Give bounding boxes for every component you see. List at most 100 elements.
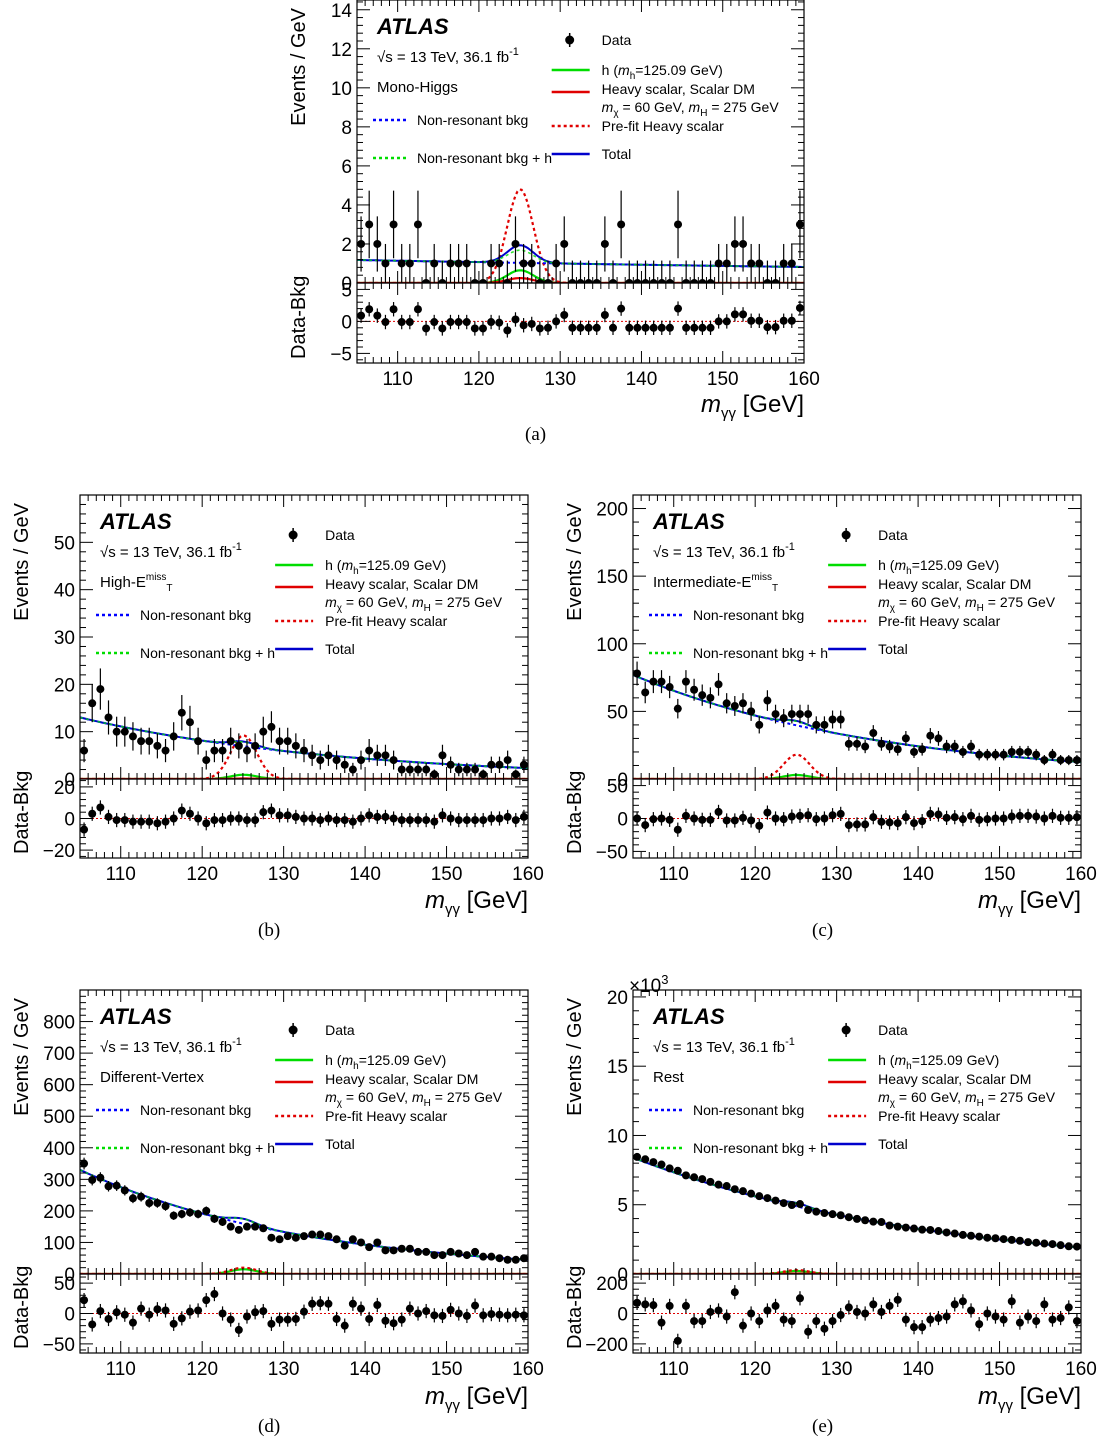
legend: Non-resonant bkg Non-resonant bkg + h Data… xyxy=(649,527,1056,661)
y-tick-label: 20 xyxy=(607,988,628,1009)
y-tick-label: 200 xyxy=(596,500,628,521)
ratio-point xyxy=(779,316,788,325)
x-tick-label: 160 xyxy=(512,864,544,885)
ratio-point xyxy=(259,1307,268,1316)
legend-h-label: h (mh=125.09 GeV) xyxy=(602,62,723,82)
ratio-point xyxy=(128,817,137,826)
energy-lumi-label: √s = 13 TeV, 36.1 fb-1 xyxy=(653,541,795,561)
data-point xyxy=(479,1252,488,1261)
ratio-point xyxy=(430,1311,439,1320)
data-point xyxy=(1056,756,1065,765)
ratio-point xyxy=(487,318,496,327)
data-point xyxy=(112,727,121,736)
data-point xyxy=(462,259,471,268)
main-frame xyxy=(79,989,529,1275)
ratio-point xyxy=(1048,1315,1057,1324)
data-point xyxy=(1072,756,1081,765)
ratio-point xyxy=(365,1314,374,1323)
ratio-point xyxy=(967,1306,976,1315)
data-point xyxy=(80,1159,89,1168)
data-point xyxy=(128,732,137,741)
data-point xyxy=(690,685,699,694)
data-point xyxy=(357,756,366,765)
ratio-point xyxy=(543,323,552,332)
y-tick-label: 100 xyxy=(596,635,628,656)
ratio-point xyxy=(649,323,658,332)
data-point xyxy=(446,259,455,268)
data-point xyxy=(763,279,772,283)
data-point xyxy=(592,279,601,283)
ratio-point xyxy=(755,1317,764,1326)
data-point xyxy=(918,745,927,754)
data-point xyxy=(242,746,251,755)
data-point xyxy=(194,1210,203,1219)
ratio-point xyxy=(836,809,845,818)
data-point xyxy=(885,1221,894,1230)
ratio-point xyxy=(161,1306,170,1315)
ratio-y-axis-title: Data-Bkg xyxy=(564,1266,586,1349)
data-point xyxy=(535,279,544,283)
y-tick-label: 150 xyxy=(596,567,628,588)
x-tick-label: 160 xyxy=(1065,1359,1097,1380)
ratio-point xyxy=(1056,813,1065,822)
energy-lumi-label: √s = 13 TeV, 36.1 fb-1 xyxy=(100,541,242,561)
data-point xyxy=(730,1185,739,1194)
category-label: Different-Vertex xyxy=(100,1069,204,1086)
ratio-point xyxy=(592,323,601,332)
data-point xyxy=(324,1232,333,1241)
data-point xyxy=(657,1160,666,1169)
experiment-label: ATLAS xyxy=(99,509,172,534)
data-point xyxy=(511,1255,520,1264)
data-point xyxy=(381,1246,390,1255)
data-point xyxy=(617,220,626,229)
data-point xyxy=(112,1181,121,1190)
ratio-point xyxy=(161,817,170,826)
ratio-point xyxy=(177,806,186,815)
y-tick-label: 400 xyxy=(43,1139,75,1160)
ratio-point xyxy=(1024,1312,1033,1321)
plot-area xyxy=(633,661,1081,779)
ratio-point xyxy=(218,1309,227,1318)
data-point xyxy=(487,1252,496,1261)
ratio-point xyxy=(657,1318,666,1327)
data-point xyxy=(128,1194,137,1203)
ratio-point xyxy=(1032,1317,1041,1326)
data-point xyxy=(730,701,739,710)
data-point xyxy=(389,1246,398,1255)
energy-lumi-label: √s = 13 TeV, 36.1 fb-1 xyxy=(653,1036,795,1056)
data-point xyxy=(316,756,325,765)
x-tick-label: 130 xyxy=(821,864,853,885)
y-tick-label: 300 xyxy=(43,1170,75,1191)
panel-d: 110 120 130 140 150 1600100200300400500600700… xyxy=(11,989,544,1414)
y-tick-label: 600 xyxy=(43,1076,75,1097)
ratio-point xyxy=(503,326,512,335)
ratio-point xyxy=(975,815,984,824)
data-point xyxy=(714,259,723,268)
main-frame xyxy=(79,494,529,780)
ratio-point xyxy=(291,1314,300,1323)
data-point xyxy=(910,747,919,756)
ratio-point xyxy=(535,324,544,333)
x-tick-label: 120 xyxy=(186,1359,218,1380)
data-point xyxy=(267,722,276,731)
ratio-point xyxy=(332,816,341,825)
ratio-point xyxy=(145,817,154,826)
data-point xyxy=(414,1247,423,1256)
ratio-point xyxy=(910,1323,919,1332)
ratio-point xyxy=(283,1315,292,1324)
data-point xyxy=(185,1208,194,1217)
data-point xyxy=(430,1251,439,1260)
data-point xyxy=(560,239,569,248)
data-point xyxy=(991,750,1000,759)
legend-heavy-label: Heavy scalar, Scalar DM xyxy=(878,576,1031,592)
y-tick-label: 50 xyxy=(54,533,75,554)
ratio-point xyxy=(633,1298,642,1307)
data-point xyxy=(300,1232,308,1241)
ratio-y-tick-label: 50 xyxy=(54,1274,75,1295)
ratio-point xyxy=(519,321,528,330)
x-tick-label: 150 xyxy=(707,369,739,390)
data-point xyxy=(267,1233,276,1242)
ratio-point xyxy=(747,316,756,325)
ratio-point xyxy=(861,1309,870,1318)
data-point xyxy=(454,1249,463,1258)
